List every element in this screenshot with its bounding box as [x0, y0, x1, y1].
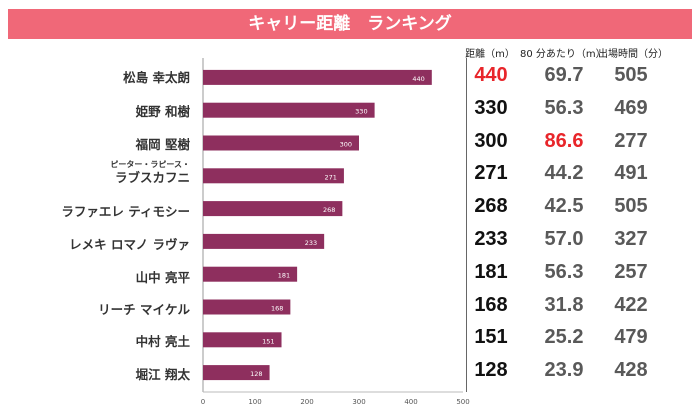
x-tick-label: 300 [352, 398, 365, 406]
bar-value-label: 440 [412, 75, 424, 83]
bar-value-label: 300 [340, 141, 352, 149]
x-tick-label: 200 [300, 398, 313, 406]
bar [203, 201, 343, 217]
bar-value-label: 128 [250, 370, 262, 378]
player-name: 姫野 和樹 [135, 104, 190, 119]
table-cell-distance: 271 [474, 162, 508, 185]
table-cell-per80: 86.6 [544, 129, 584, 152]
player-name: 堀江 翔太 [135, 367, 190, 382]
table-cell-minutes: 505 [614, 64, 648, 86]
table-cell-per80: 31.8 [544, 293, 584, 316]
bar [203, 332, 282, 348]
x-tick-label: 400 [404, 398, 417, 406]
table-cell-distance: 168 [474, 293, 508, 316]
table-cell-minutes: 277 [614, 129, 648, 152]
table-cell-per80: 57.0 [544, 228, 584, 250]
chart-title: キャリー距離 ランキング [8, 9, 692, 39]
bar [203, 266, 298, 282]
table-cell-per80: 25.2 [544, 326, 584, 349]
column-header-distance: 距離（m） [465, 49, 515, 60]
player-name: ピーター・ラピース・ ラブスカフニ [110, 158, 190, 184]
bar [203, 299, 291, 315]
x-tick-label: 0 [201, 398, 205, 406]
table-cell-distance: 181 [474, 260, 508, 283]
bar [203, 102, 375, 118]
column-header-minutes: 出場時間（分） [598, 49, 668, 60]
bar-value-label: 168 [271, 305, 283, 313]
bar [203, 365, 270, 381]
column-header-per80: 80 分あたり（m） [520, 49, 606, 60]
player-name: 福岡 堅樹 [135, 137, 190, 152]
x-tick-label: 100 [248, 398, 261, 406]
table-cell-distance: 268 [474, 195, 508, 218]
table-cell-distance: 330 [474, 96, 508, 119]
table-cell-distance: 233 [474, 228, 508, 250]
player-name: 中村 亮土 [135, 334, 190, 349]
table-cell-per80: 69.7 [544, 64, 584, 86]
table-divider [466, 58, 467, 392]
table-cell-distance: 128 [474, 359, 508, 382]
player-name: ラファエレ ティモシー [61, 204, 190, 219]
bar [203, 69, 432, 85]
bar-value-label: 233 [305, 239, 317, 247]
table-cell-minutes: 428 [614, 359, 648, 382]
player-name: レメキ ロマノ ラヴァ [69, 237, 190, 252]
table-cell-per80: 56.3 [544, 96, 584, 119]
table-cell-per80: 44.2 [544, 162, 584, 185]
table-cell-minutes: 257 [614, 260, 648, 283]
bar-value-label: 330 [355, 108, 367, 116]
table-cell-minutes: 422 [614, 293, 648, 316]
table-cell-minutes: 327 [614, 228, 648, 250]
bar-value-label: 268 [323, 206, 335, 214]
table-cell-distance: 300 [474, 129, 508, 152]
bar [203, 233, 325, 249]
player-name: 松島 幸太朗 [123, 70, 190, 85]
table-cell-per80: 56.3 [544, 260, 584, 283]
bar-value-label: 271 [324, 173, 336, 181]
bar [203, 135, 359, 151]
player-name: 山中 亮平 [135, 270, 190, 285]
table-cell-per80: 23.9 [544, 359, 584, 382]
bar-value-label: 151 [262, 337, 274, 345]
table-cell-minutes: 505 [614, 195, 648, 218]
table-cell-minutes: 491 [614, 162, 648, 185]
table-cell-distance: 151 [474, 326, 508, 349]
x-tick-label: 500 [456, 398, 469, 406]
table-cell-distance: 440 [474, 64, 508, 86]
table-cell-minutes: 479 [614, 326, 648, 349]
player-name-line2: ラブスカフニ [114, 170, 190, 185]
table-cell-minutes: 469 [614, 96, 648, 119]
player-name: リーチ マイケル [98, 302, 190, 317]
player-name-line1: ピーター・ラピース・ [110, 160, 190, 169]
bar [203, 168, 344, 184]
bar-value-label: 181 [278, 272, 290, 280]
table-cell-per80: 42.5 [544, 195, 584, 218]
